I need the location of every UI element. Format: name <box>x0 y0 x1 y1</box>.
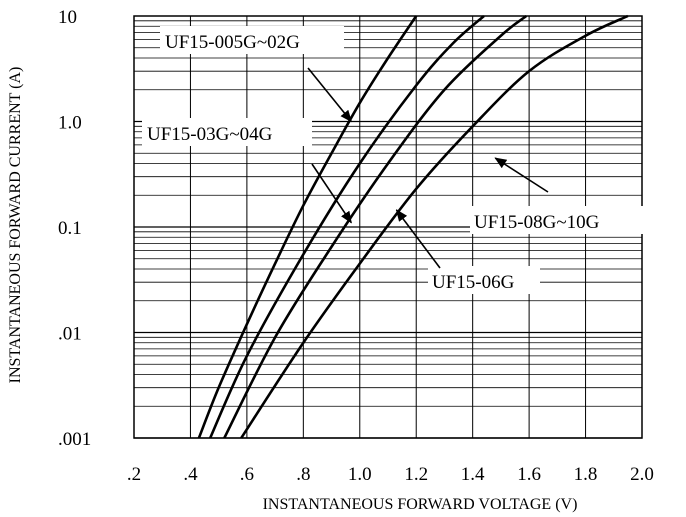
x-tick-label: 2.0 <box>630 464 654 485</box>
annotation-label-1: UF15-005G~02G <box>165 32 300 53</box>
annotation-box-3 <box>428 266 540 294</box>
series-line-4 <box>240 14 629 439</box>
y-tick-label: 1.0 <box>58 113 82 134</box>
annotation-box-1 <box>160 26 344 54</box>
series-group <box>197 14 629 439</box>
annotation-arrow-1 <box>307 67 352 123</box>
annotation-label-3: UF15-06G <box>432 272 515 293</box>
annotation-label-4: UF15-08G~10G <box>474 212 600 233</box>
x-tick-label: 1.6 <box>517 464 541 485</box>
annotation-arrow-2 <box>311 163 352 224</box>
annotation-arrow-4 <box>494 157 549 193</box>
y-axis-title: INSTANTANEOUS FORWARD CURRENT (A) <box>7 67 24 384</box>
x-tick-label: 1.2 <box>404 464 428 485</box>
series-line-2 <box>209 15 485 439</box>
y-tick-label: 0.1 <box>58 218 82 239</box>
x-tick-label: .6 <box>240 464 254 485</box>
x-tick-label: .8 <box>296 464 310 485</box>
series-line-3 <box>223 14 528 439</box>
y-tick-label: 10 <box>58 7 77 28</box>
annotations: UF15-005G~02G UF15-03G~04G UF15-06G UF15-08… <box>142 26 660 294</box>
y-tick-label: .001 <box>58 429 91 450</box>
tick-labels: .2 .4 .6 .8 1.0 1.2 1.4 1.6 1.8 2.0 10 1.0 0.1 .01 .00… <box>58 7 654 485</box>
x-axis-title: INSTANTANEOUS FORWARD VOLTAGE (V) <box>263 496 578 513</box>
y-tick-label: .01 <box>58 324 82 345</box>
x-tick-label: 1.0 <box>348 464 372 485</box>
x-tick-label: 1.8 <box>574 464 598 485</box>
annotation-label-2: UF15-03G~04G <box>147 124 273 145</box>
annotation-box-2 <box>142 118 312 146</box>
annotation-box-4 <box>470 206 660 234</box>
x-tick-label: .4 <box>183 464 198 485</box>
annotation-arrow-3 <box>395 209 441 269</box>
x-tick-label: .2 <box>127 464 141 485</box>
x-tick-label: 1.4 <box>461 464 485 485</box>
series-line-1 <box>197 15 418 439</box>
